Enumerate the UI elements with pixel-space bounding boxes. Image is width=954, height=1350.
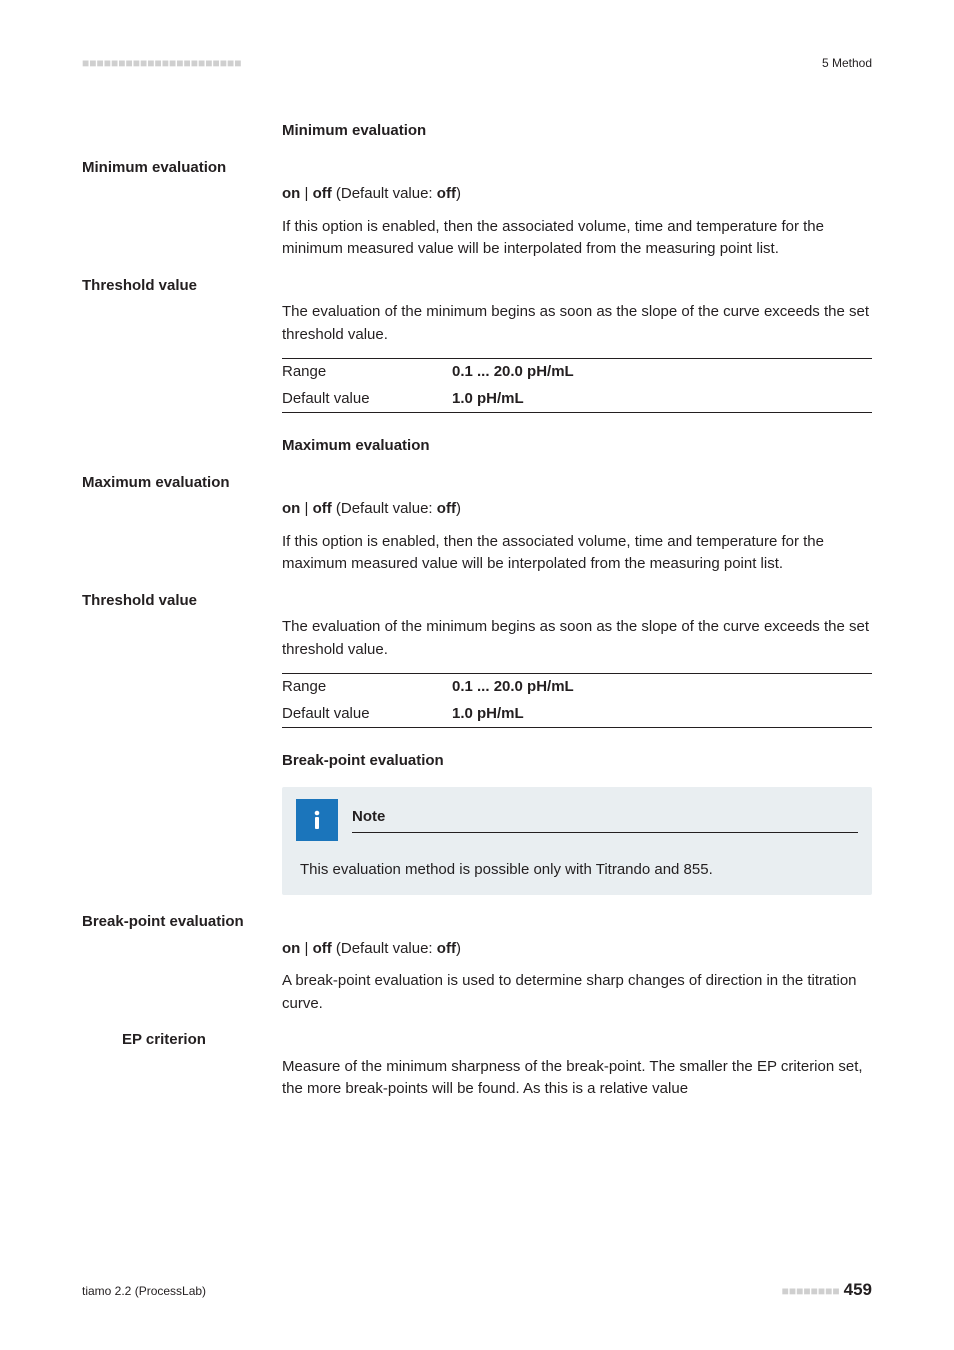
footer-right: ■■■■■■■■ 459 [782, 1277, 872, 1303]
section-heading-min-eval: Minimum evaluation [282, 120, 872, 143]
footer-left: tiamo 2.2 (ProcessLab) [82, 1282, 206, 1300]
page-header: ■■■■■■■■■■■■■■■■■■■■■■ 5 Method [82, 54, 872, 72]
onoff-max-eval: on | off (Default value: off) [282, 498, 872, 521]
range-label: Range [282, 359, 452, 386]
info-icon [296, 799, 338, 841]
range-table-max: Range 0.1 ... 20.0 pH/mL Default value 1… [282, 673, 872, 728]
onoff-min-eval: on | off (Default value: off) [282, 183, 872, 206]
footer-dashes: ■■■■■■■■ [782, 1284, 840, 1298]
table-row: Range 0.1 ... 20.0 pH/mL [282, 359, 872, 386]
param-label-max-threshold: Threshold value [82, 590, 872, 613]
param-label-min-threshold: Threshold value [82, 275, 872, 298]
note-box: Note This evaluation method is possible … [282, 787, 872, 896]
desc-min-threshold: The evaluation of the minimum begins as … [282, 301, 872, 346]
param-label-ep-criterion: EP criterion [122, 1029, 872, 1052]
page-number: 459 [844, 1280, 872, 1299]
default-label: Default value [282, 701, 452, 728]
range-value: 0.1 ... 20.0 pH/mL [452, 359, 872, 386]
range-value: 0.1 ... 20.0 pH/mL [452, 674, 872, 701]
note-body: This evaluation method is possible only … [300, 859, 858, 882]
default-value: 1.0 pH/mL [452, 701, 872, 728]
note-title: Note [352, 806, 858, 833]
desc-ep-criterion: Measure of the minimum sharpness of the … [282, 1056, 872, 1101]
range-label: Range [282, 674, 452, 701]
param-label-min-eval: Minimum evaluation [82, 157, 872, 180]
param-label-max-eval: Maximum evaluation [82, 472, 872, 495]
page-footer: tiamo 2.2 (ProcessLab) ■■■■■■■■ 459 [82, 1277, 872, 1303]
table-row: Range 0.1 ... 20.0 pH/mL [282, 674, 872, 701]
header-dashes: ■■■■■■■■■■■■■■■■■■■■■■ [82, 54, 241, 72]
table-row: Default value 1.0 pH/mL [282, 701, 872, 728]
desc-min-eval: If this option is enabled, then the asso… [282, 216, 872, 261]
desc-max-threshold: The evaluation of the minimum begins as … [282, 616, 872, 661]
desc-bp-eval: A break-point evaluation is used to dete… [282, 970, 872, 1015]
onoff-bp-eval: on | off (Default value: off) [282, 938, 872, 961]
section-heading-bp-eval: Break-point evaluation [282, 750, 872, 773]
default-label: Default value [282, 386, 452, 413]
desc-max-eval: If this option is enabled, then the asso… [282, 531, 872, 576]
range-table-min: Range 0.1 ... 20.0 pH/mL Default value 1… [282, 358, 872, 413]
section-heading-max-eval: Maximum evaluation [282, 435, 872, 458]
table-row: Default value 1.0 pH/mL [282, 386, 872, 413]
param-label-bp-eval: Break-point evaluation [82, 911, 872, 934]
default-value: 1.0 pH/mL [452, 386, 872, 413]
header-chapter: 5 Method [822, 54, 872, 72]
